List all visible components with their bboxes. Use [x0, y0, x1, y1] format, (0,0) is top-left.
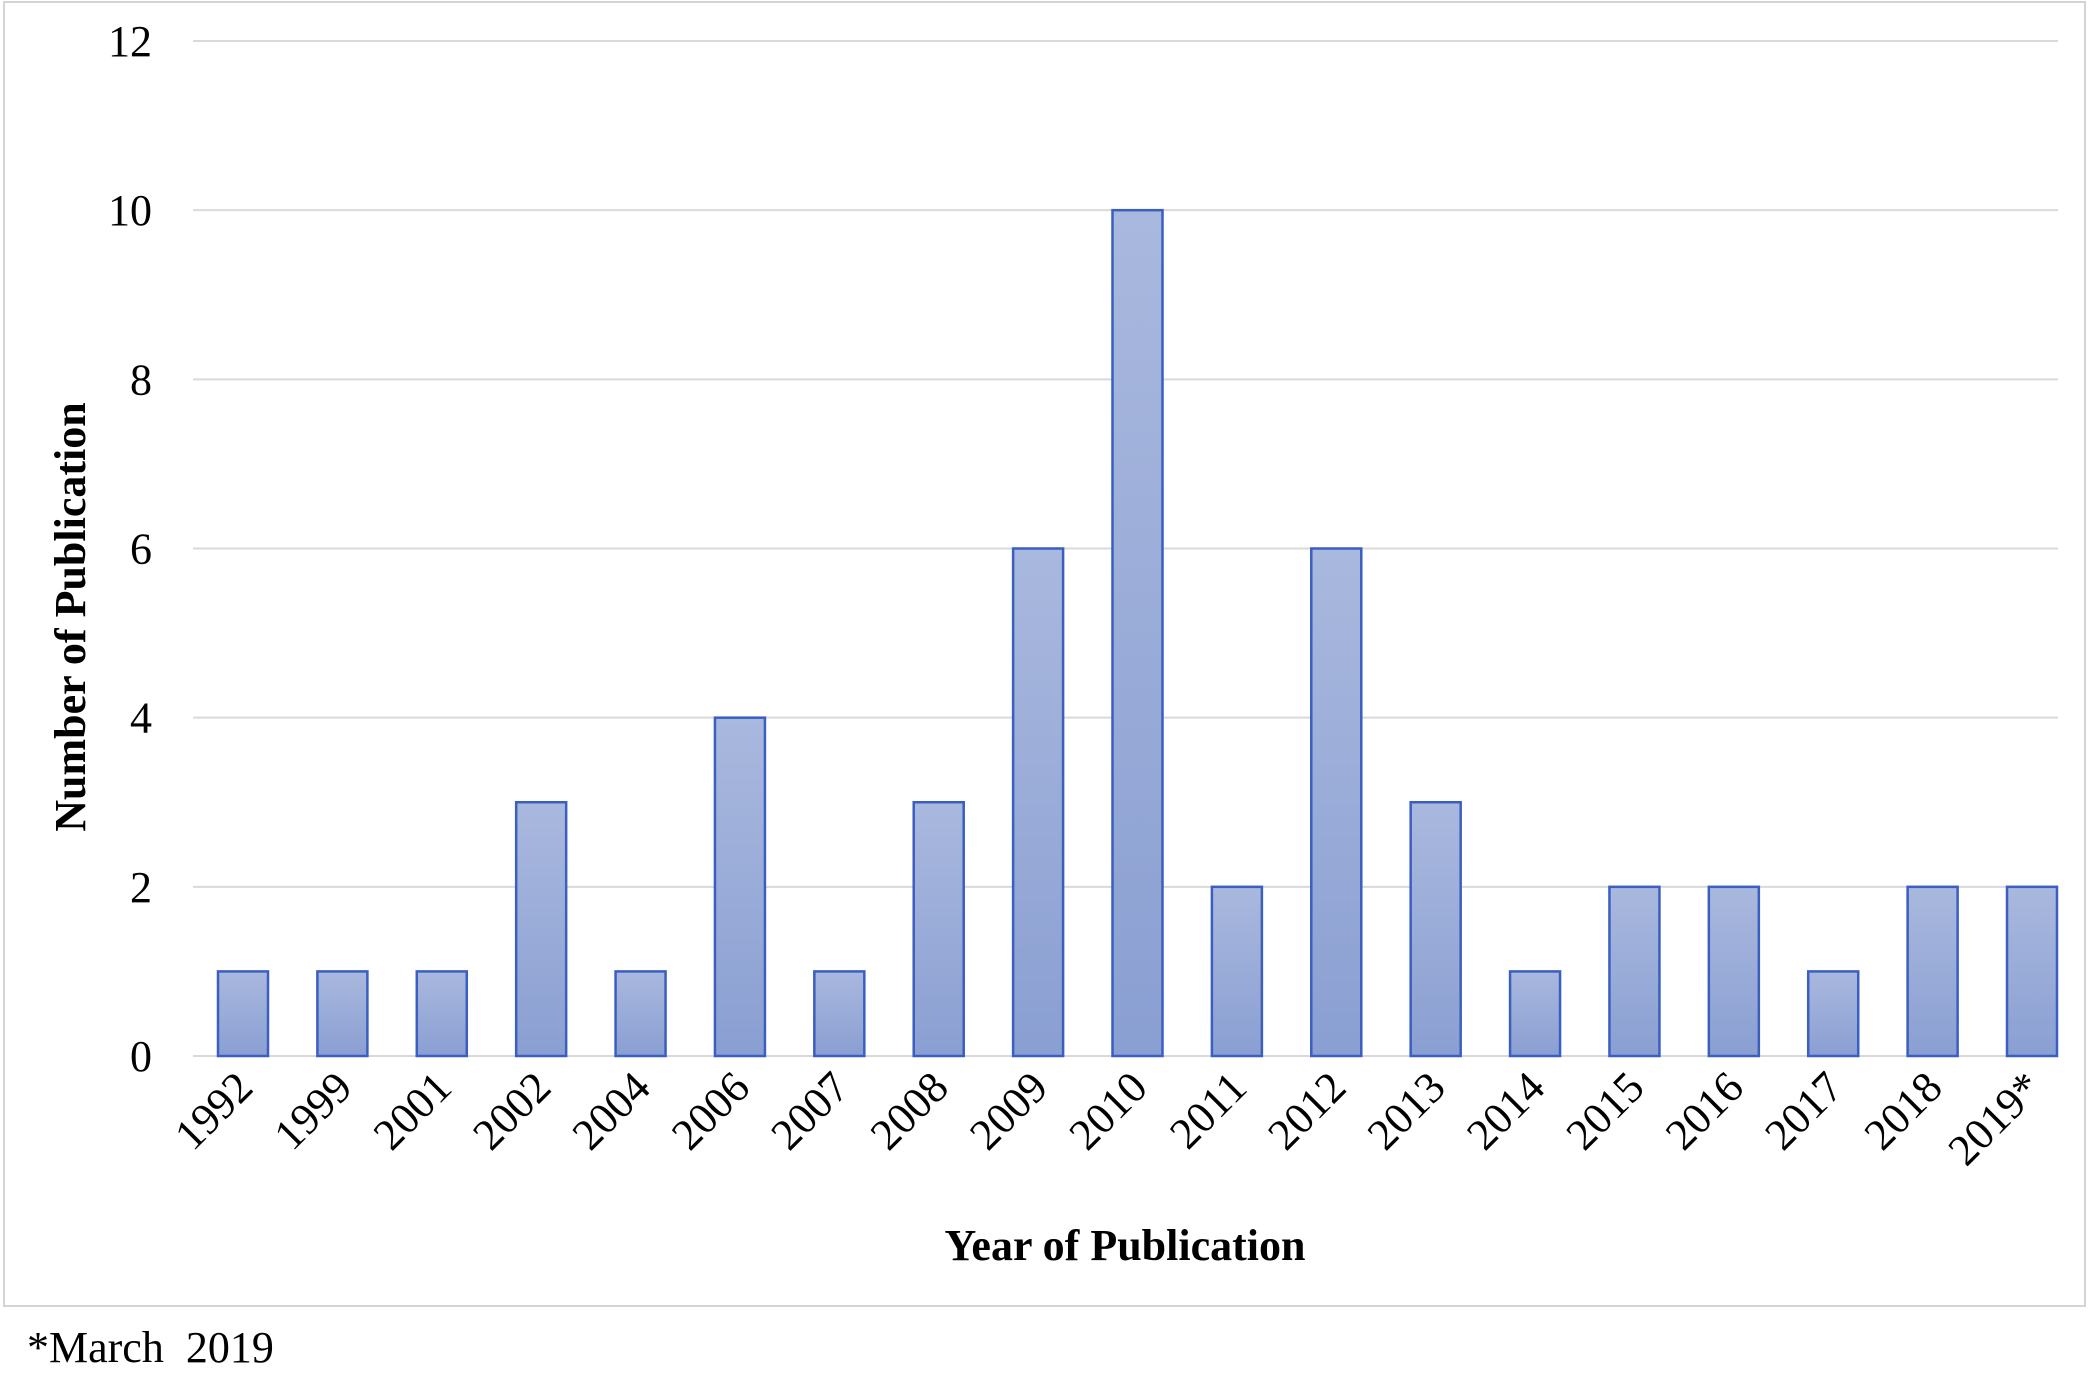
bar-2004	[614, 970, 667, 1058]
y-tick-label: 4	[130, 694, 152, 743]
x-tick-label: 2004	[563, 1062, 660, 1159]
bar-2015	[1608, 885, 1661, 1058]
x-tick-label: 2016	[1656, 1062, 1753, 1159]
bar-1999	[316, 970, 369, 1058]
y-tick-label: 8	[130, 355, 152, 404]
x-tick-label: 2007	[762, 1062, 859, 1159]
y-tick-label: 0	[130, 1032, 152, 1081]
x-tick-label: 2002	[463, 1062, 560, 1159]
bar-2019	[2005, 885, 2059, 1058]
bar-2008	[912, 801, 965, 1058]
bar-2012	[1310, 547, 1363, 1058]
bar-2007	[813, 970, 866, 1058]
x-tick-label: 2008	[861, 1062, 958, 1159]
bar-2013	[1409, 801, 1462, 1058]
x-tick-label: 2019*	[1939, 1062, 2051, 1174]
y-tick-label: 2	[130, 863, 152, 912]
x-tick-label: 1992	[165, 1062, 262, 1159]
bar-2002	[514, 801, 568, 1058]
bar-2018	[1906, 885, 1959, 1058]
x-tick-label: 2013	[1358, 1062, 1455, 1159]
bar-2009	[1011, 547, 1065, 1058]
x-axis-title: Year of Publication	[945, 1221, 1306, 1270]
bar-1992	[216, 970, 270, 1058]
x-tick-label: 2010	[1060, 1062, 1157, 1159]
bar-2017	[1806, 970, 1860, 1058]
x-tick-label: 2014	[1457, 1062, 1554, 1159]
y-tick-label: 12	[108, 17, 152, 66]
x-tick-label: 2012	[1258, 1062, 1355, 1159]
x-tick-label: 2001	[364, 1062, 461, 1159]
y-axis-title: Number of Publication	[46, 402, 95, 831]
footnote: *March 2019	[27, 1323, 274, 1372]
bar-2010	[1111, 208, 1164, 1058]
y-axis-ticks: 0 2 4 6 8 10 12	[108, 17, 152, 1081]
bar-2006	[713, 716, 767, 1058]
y-tick-label: 10	[108, 186, 152, 235]
bar-2001	[415, 970, 469, 1058]
x-tick-label: 2018	[1855, 1062, 1952, 1159]
x-axis-ticks: 1992 1999 2001 2002 2004 2006 2007 2008 2009 2010…	[165, 1062, 2051, 1174]
x-tick-label: 2015	[1557, 1062, 1654, 1159]
x-tick-label: 2009	[960, 1062, 1057, 1159]
bar-2011	[1210, 885, 1264, 1058]
x-tick-label: 2006	[662, 1062, 759, 1159]
y-tick-label: 6	[130, 525, 152, 574]
bars	[216, 208, 2059, 1058]
x-tick-label: 2017	[1755, 1062, 1852, 1159]
bar-2016	[1707, 885, 1761, 1058]
bar-2014	[1508, 970, 1562, 1058]
x-tick-label: 2011	[1160, 1062, 1256, 1158]
x-tick-label: 1999	[265, 1062, 362, 1159]
